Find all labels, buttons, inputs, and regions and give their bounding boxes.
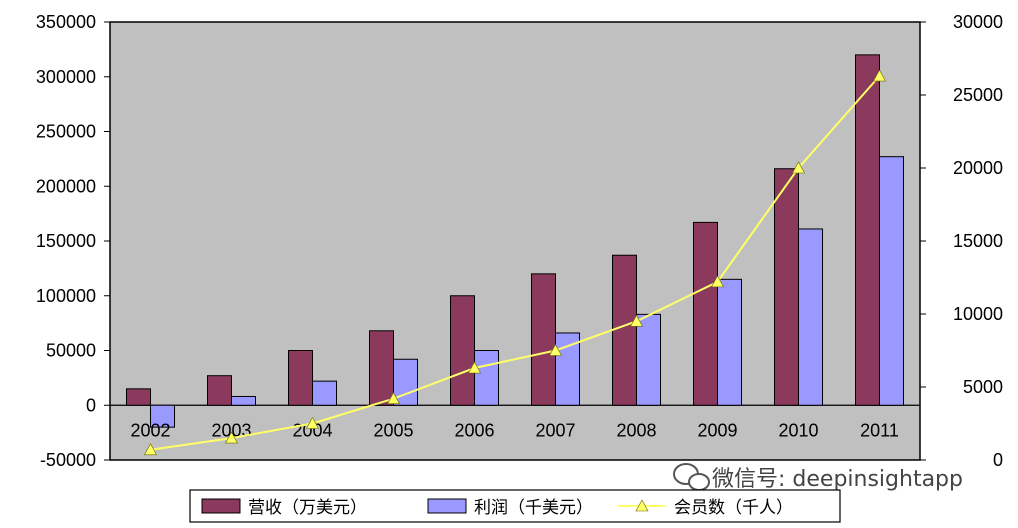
right-tick-label: 20000 xyxy=(953,158,1003,178)
profit-bar-2011 xyxy=(879,156,904,406)
left-tick-label: 100000 xyxy=(36,286,96,306)
right-tick-label: 0 xyxy=(993,450,1003,470)
members-point-2005 xyxy=(386,392,401,404)
legend-profit: 利润（千美元） xyxy=(427,498,593,518)
members-line-path xyxy=(150,75,881,451)
left-axis: 350000 300000 250000 200000 150000 100000 5000… xyxy=(36,12,110,470)
right-tick-label: 15000 xyxy=(953,231,1003,251)
category-label: 2003 xyxy=(211,420,251,440)
revenue-bar-2005 xyxy=(369,330,394,406)
revenue-bar-2003 xyxy=(207,375,232,406)
left-tick-label: 300000 xyxy=(36,67,96,87)
bars xyxy=(110,54,920,428)
members-point-2002 xyxy=(143,443,158,456)
members-point-2008 xyxy=(629,314,644,327)
watermark-text: 微信号: deepinsightapp xyxy=(712,467,963,492)
left-tick-label: -50000 xyxy=(40,450,96,470)
profit-bar-2009 xyxy=(717,278,742,406)
members-point-2003 xyxy=(224,431,239,444)
legend-revenue-swatch xyxy=(201,498,241,514)
revenue-bar-2011 xyxy=(855,54,880,406)
right-tick-label: 30000 xyxy=(953,12,1003,32)
legend-members-marker xyxy=(635,499,649,512)
right-tick-label: 25000 xyxy=(953,85,1003,105)
wechat-icon xyxy=(673,463,710,491)
members-point-2007 xyxy=(548,343,563,356)
profit-bar-2006 xyxy=(474,350,499,406)
members-point-2011 xyxy=(872,69,887,82)
revenue-bar-2007 xyxy=(531,273,556,406)
revenue-bar-2008 xyxy=(612,254,637,406)
revenue-bar-2006 xyxy=(450,295,475,406)
category-label: 2010 xyxy=(778,420,818,440)
legend-members: 会员数（千人） xyxy=(618,498,793,518)
category-label: 2005 xyxy=(373,420,413,440)
members-point-2009 xyxy=(710,275,725,288)
legend-members-label: 会员数（千人） xyxy=(674,498,793,518)
category-label: 2007 xyxy=(535,420,575,440)
legend-revenue-label: 营收（万美元） xyxy=(248,498,367,518)
watermark: 微信号: deepinsightapp xyxy=(673,463,963,492)
members-point-2010 xyxy=(791,161,806,174)
revenue-bar-2010 xyxy=(774,168,799,406)
profit-bar-2010 xyxy=(798,228,823,406)
left-tick-label: 200000 xyxy=(36,176,96,196)
category-label: 2006 xyxy=(454,420,494,440)
category-labels: 2002 2003 2004 2005 2006 2007 2008 2009 2010 2011 xyxy=(130,420,898,440)
right-axis: 30000 25000 20000 15000 10000 5000 0 xyxy=(920,12,1003,470)
category-label: 2009 xyxy=(697,420,737,440)
legend-revenue: 营收（万美元） xyxy=(201,498,367,518)
right-tick-label: 10000 xyxy=(953,304,1003,324)
left-tick-label: 50000 xyxy=(46,341,96,361)
category-label: 2002 xyxy=(130,420,170,440)
category-label: 2008 xyxy=(616,420,656,440)
legend-profit-label: 利润（千美元） xyxy=(474,498,593,518)
revenue-bar-2004 xyxy=(288,350,313,406)
left-tick-label: 250000 xyxy=(36,122,96,142)
left-tick-label: 350000 xyxy=(36,12,96,32)
profit-bar-2007 xyxy=(555,332,580,406)
right-tick-label: 5000 xyxy=(963,377,1003,397)
left-tick-label: 0 xyxy=(86,395,96,415)
members-point-2004 xyxy=(305,416,320,429)
legend-profit-swatch xyxy=(427,498,467,514)
profit-bar-2002 xyxy=(150,404,175,428)
revenue-bar-2009 xyxy=(693,221,718,406)
legend: 营收（万美元） 利润（千美元） 会员数（千人） xyxy=(201,498,793,518)
profit-bar-2003 xyxy=(231,395,256,406)
category-label: 2011 xyxy=(860,420,899,440)
revenue-bar-2002 xyxy=(126,388,151,406)
left-tick-label: 150000 xyxy=(36,231,96,251)
members-point-2006 xyxy=(467,361,482,374)
profit-bar-2008 xyxy=(636,313,661,406)
profit-bar-2004 xyxy=(312,380,337,406)
members-line xyxy=(143,69,887,456)
legend-box xyxy=(189,489,841,523)
